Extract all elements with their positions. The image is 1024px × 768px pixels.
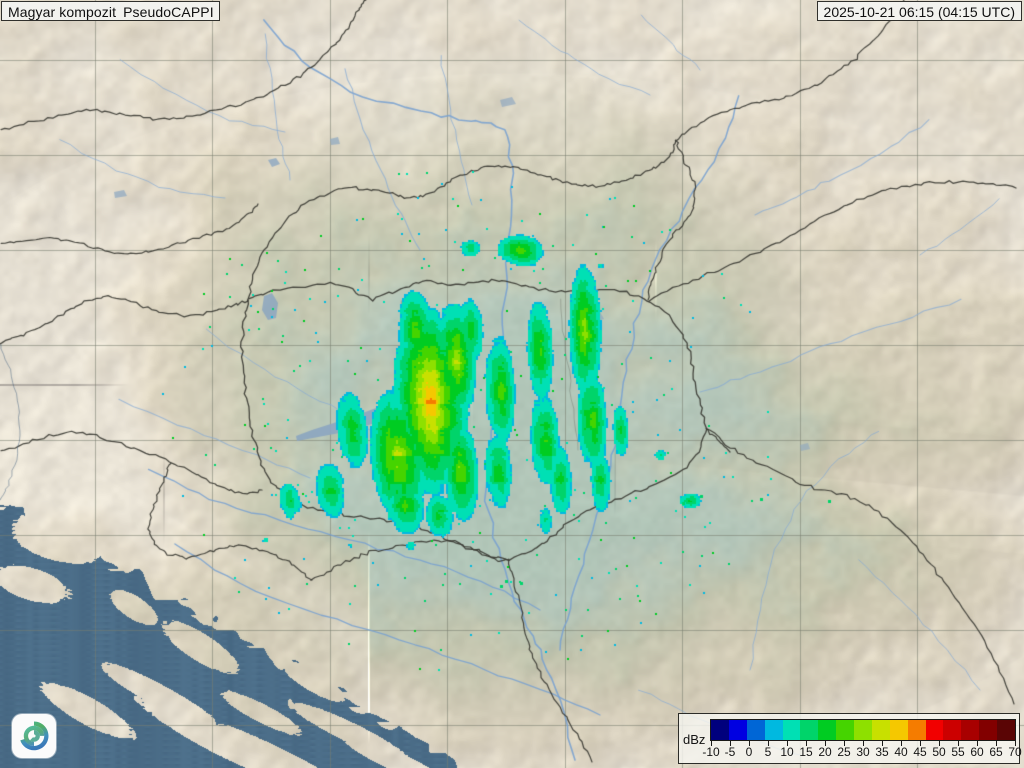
timestamp-badge: 2025-10-21 06:15 (04:15 UTC) bbox=[816, 1, 1022, 21]
colorbar-swatch-0 bbox=[711, 720, 729, 740]
colorbar-tick-label: 45 bbox=[913, 745, 927, 759]
colorbar-swatch-2 bbox=[746, 720, 765, 740]
colorbar-tick bbox=[958, 741, 959, 746]
colorbar-swatches bbox=[710, 719, 1016, 741]
colorbar-swatch-11 bbox=[907, 720, 926, 740]
colorbar-tick-label: 25 bbox=[837, 745, 851, 759]
colorbar-tick-label: 35 bbox=[875, 745, 889, 759]
colorbar-swatch-9 bbox=[871, 720, 890, 740]
colorbar-tick bbox=[730, 741, 731, 746]
colorbar-swatch-5 bbox=[800, 720, 819, 740]
colorbar-tick bbox=[825, 741, 826, 746]
colorbar-tick-label: 0 bbox=[745, 745, 753, 759]
dbz-colorbar-legend: dBz -10 -5 0 5 10 15 20 25 30 35 40 45 50 55 60 65 70 bbox=[678, 713, 1022, 764]
legend-unit-label: dBz bbox=[683, 732, 706, 747]
colorbar-tick-label: 20 bbox=[818, 745, 832, 759]
colorbar-tick-label: -5 bbox=[724, 745, 736, 759]
colorbar-tick-label: 10 bbox=[780, 745, 794, 759]
colorbar-tick bbox=[939, 741, 940, 746]
colorbar-tick bbox=[996, 741, 997, 746]
colorbar-swatch-15 bbox=[979, 720, 997, 740]
colorbar-swatch-13 bbox=[943, 720, 962, 740]
colorbar-swatch-12 bbox=[925, 720, 944, 740]
colorbar-tick-label: 40 bbox=[894, 745, 908, 759]
colorbar-tick bbox=[977, 741, 978, 746]
colorbar-tick bbox=[901, 741, 902, 746]
colorbar-tick-label: 30 bbox=[856, 745, 870, 759]
product-title-type: PseudoCAPPI bbox=[123, 4, 214, 20]
colorbar-tick bbox=[711, 741, 712, 746]
colorbar-swatch-8 bbox=[854, 720, 872, 740]
hungaromet-logo[interactable] bbox=[12, 714, 56, 758]
colorbar-tick bbox=[863, 741, 864, 746]
colorbar-swatch-10 bbox=[889, 720, 908, 740]
colorbar-tick-label: 15 bbox=[799, 745, 813, 759]
colorbar-tick bbox=[920, 741, 921, 746]
colorbar-tick-label: 5 bbox=[764, 745, 772, 759]
spiral-icon bbox=[20, 721, 49, 751]
colorbar-swatch-6 bbox=[818, 720, 837, 740]
colorbar-tick-label: 70 bbox=[1008, 745, 1022, 759]
colorbar-tick-label: 50 bbox=[932, 745, 946, 759]
colorbar-tick bbox=[882, 741, 883, 746]
colorbar-ticks bbox=[710, 741, 1016, 746]
colorbar-tick-label: 60 bbox=[970, 745, 984, 759]
colorbar-tick bbox=[1015, 741, 1016, 746]
colorbar-tick bbox=[749, 741, 750, 746]
colorbar-swatch-3 bbox=[764, 720, 783, 740]
colorbar-tick-labels: -10 -5 0 5 10 15 20 25 30 35 40 45 50 55 60 65 70 bbox=[702, 745, 1021, 761]
colorbar-swatch-7 bbox=[836, 720, 854, 740]
colorbar-tick-label: 65 bbox=[989, 745, 1003, 759]
product-title: Magyar kompozit PseudoCAPPI bbox=[1, 1, 220, 21]
colorbar-tick bbox=[844, 741, 845, 746]
colorbar-swatch-14 bbox=[961, 720, 980, 740]
product-title-name: Magyar kompozit bbox=[8, 4, 117, 20]
colorbar-tick bbox=[806, 741, 807, 746]
colorbar-tick bbox=[768, 741, 769, 746]
colorbar-tick-label: -10 bbox=[702, 745, 720, 759]
colorbar-swatch-1 bbox=[728, 720, 747, 740]
colorbar-tick-label: 55 bbox=[951, 745, 965, 759]
colorbar-tick bbox=[787, 741, 788, 746]
colorbar-swatch-4 bbox=[782, 720, 801, 740]
colorbar-swatch-16 bbox=[997, 720, 1015, 740]
